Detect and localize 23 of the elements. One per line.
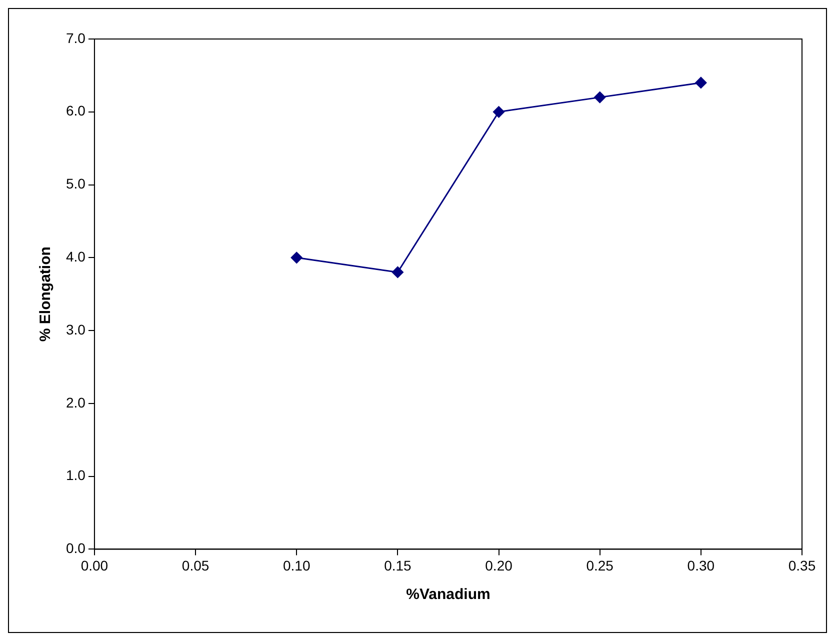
x-tick-label: 0.25 xyxy=(586,557,614,574)
point xyxy=(594,92,606,104)
y-tick-label: 5.0 xyxy=(66,176,86,192)
x-tick-label: 0.15 xyxy=(384,557,412,574)
y-tick-label: 1.0 xyxy=(66,467,86,484)
x-tick-label: 0.20 xyxy=(485,557,513,574)
x-tick-label: 0.35 xyxy=(788,557,816,574)
y-axis-title: % Elongation xyxy=(37,246,54,342)
x-tick-label: 0.10 xyxy=(282,557,310,574)
x-tick-label: 0.00 xyxy=(80,557,108,574)
point xyxy=(290,252,302,264)
y-tick-label: 3.0 xyxy=(66,321,86,338)
y-tick-label: 4.0 xyxy=(66,248,86,265)
y-tick-label: 7.0 xyxy=(66,30,86,46)
x-tick-label: 0.05 xyxy=(182,557,210,574)
point xyxy=(392,266,404,278)
point xyxy=(493,106,505,118)
x-axis-title: %Vanadium xyxy=(406,586,490,604)
y-tick-label: 6.0 xyxy=(66,102,86,119)
x-tick-label: 0.30 xyxy=(687,557,715,574)
y-tick-label: 0.0 xyxy=(66,540,86,556)
y-tick-label: 2.0 xyxy=(66,394,86,410)
point xyxy=(695,76,707,88)
